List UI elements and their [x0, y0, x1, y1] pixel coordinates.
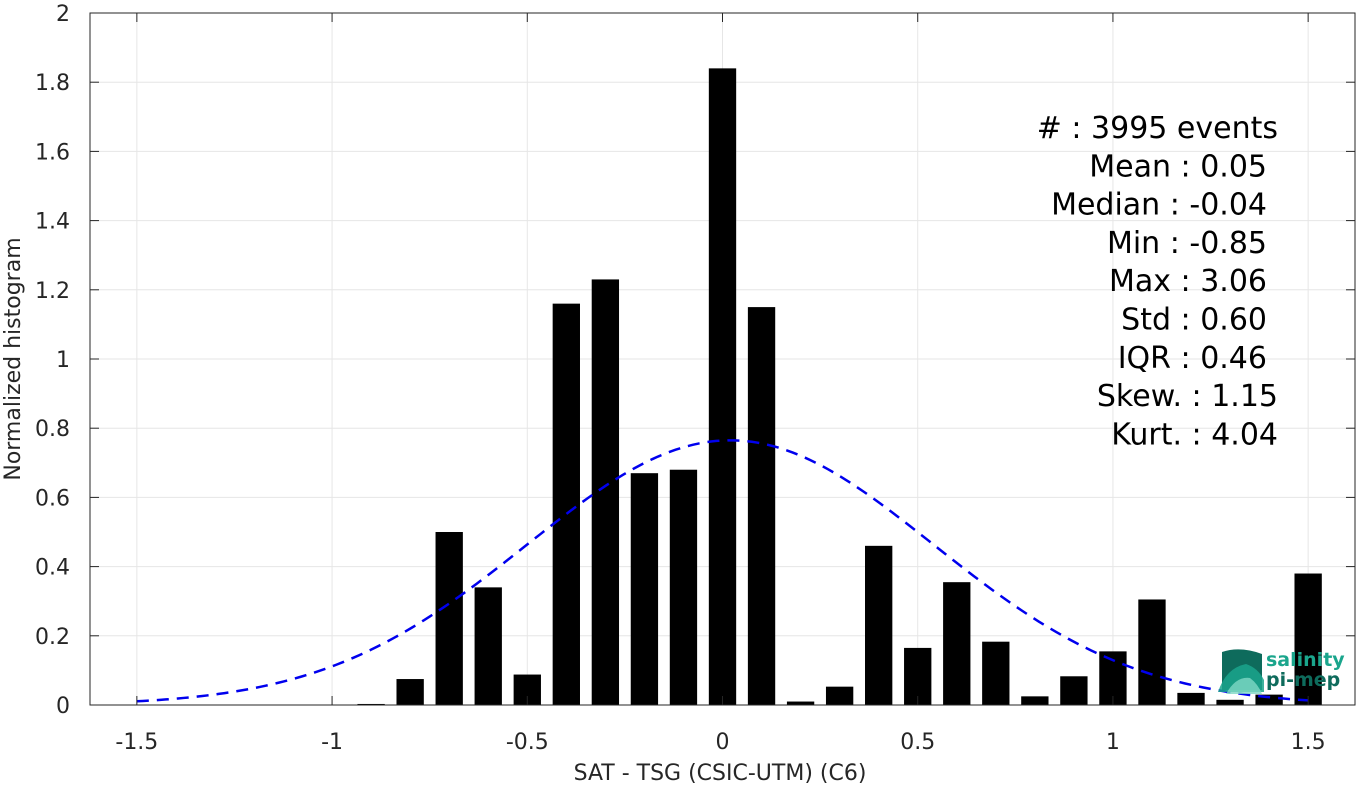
y-tick-label-0: 0: [56, 694, 70, 719]
stats-line-8: Kurt. : 4.04: [1111, 417, 1278, 452]
stats-line-2: Median : -0.04: [1051, 188, 1267, 223]
y-tick-label-1: 0.2: [35, 625, 70, 650]
y-tick-label-4: 0.8: [35, 417, 70, 442]
y-tick-label-8: 1.6: [35, 140, 70, 165]
x-tick-label-1: -1: [321, 730, 343, 755]
x-tick-label-0: -1.5: [115, 730, 158, 755]
bar-23: [1060, 676, 1088, 705]
y-axis-label: Normalized histogram: [1, 237, 26, 480]
histogram-bars: [357, 68, 1322, 706]
bar-15: [747, 307, 776, 705]
bar-28: [1255, 694, 1283, 705]
y-tick-label-5: 1: [56, 348, 70, 373]
bar-25: [1138, 599, 1166, 705]
bar-7: [435, 532, 463, 705]
stats-line-6: IQR : 0.46: [1118, 341, 1267, 376]
x-tick-label-3: 0: [716, 730, 730, 755]
bar-14: [708, 68, 737, 706]
stats-line-4: Max : 3.06: [1109, 264, 1267, 299]
bar-19: [904, 647, 932, 705]
bar-29: [1294, 573, 1322, 705]
stats-line-7: Skew. : 1.15: [1097, 379, 1278, 414]
y-tick-label-3: 0.6: [35, 486, 70, 511]
y-tick-label-10: 2: [56, 2, 70, 27]
bar-6: [396, 679, 424, 705]
bar-16: [786, 701, 815, 705]
y-tick-label-7: 1.4: [35, 210, 70, 235]
x-tick-labels: -1.5 -1 -0.5 0 0.5 1 1.5: [115, 730, 1325, 755]
gaussian-fit-curve: [136, 439, 1309, 703]
y-tick-labels: 0 0.2 0.4 0.6 0.8 1 1.2 1.4 1.6 1.8 2: [35, 2, 70, 719]
x-tick-label-2: -0.5: [506, 730, 549, 755]
bar-10: [552, 303, 580, 705]
y-tick-label-9: 1.8: [35, 71, 70, 96]
bar-27: [1216, 699, 1244, 705]
bar-5: [357, 703, 385, 705]
stats-line-5: Std : 0.60: [1121, 303, 1267, 338]
bar-11: [591, 279, 620, 705]
x-tick-label-5: 1: [1106, 730, 1120, 755]
y-tick-label-6: 1.2: [35, 279, 70, 304]
stats-line-3: Min : -0.85: [1107, 226, 1267, 261]
wave-logo-icon: [1218, 649, 1264, 694]
bar-26: [1177, 692, 1205, 705]
bar-21: [982, 641, 1010, 705]
logo-line1: salinity: [1266, 649, 1345, 671]
stats-line-1: Mean : 0.05: [1089, 149, 1267, 184]
y-tick-label-2: 0.4: [35, 556, 70, 581]
bar-8: [474, 587, 502, 705]
x-tick-label-4: 0.5: [900, 730, 935, 755]
salinity-pimep-logo: salinity pi-mep: [1218, 649, 1345, 694]
stats-line-0: # : 3995 events: [1037, 111, 1278, 146]
logo-line2: pi-mep: [1266, 669, 1340, 691]
bar-12: [630, 473, 659, 705]
bar-22: [1021, 696, 1049, 705]
bar-18: [865, 545, 893, 705]
bar-13: [669, 469, 698, 705]
tick-marks: [90, 12, 1355, 706]
x-tick-label-6: 1.5: [1291, 730, 1326, 755]
bar-20: [943, 582, 971, 705]
bar-17: [825, 686, 854, 705]
x-axis-label: SAT - TSG (CSIC-UTM) (C6): [574, 761, 867, 785]
